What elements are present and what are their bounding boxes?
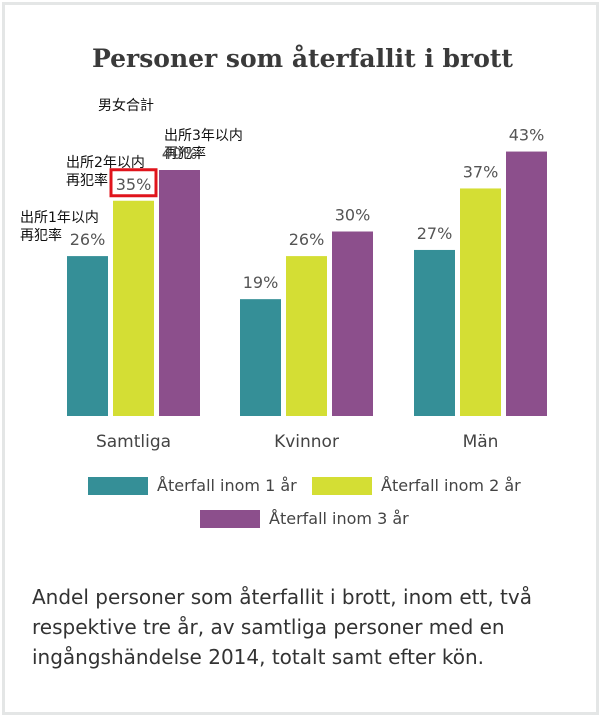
bar-value-label: 37% [463, 162, 499, 181]
figure-caption: Andel personer som återfallit i brott, i… [32, 585, 532, 669]
annotation-2yr-line1: 出所2年以内 [66, 155, 145, 171]
bar-value-label: 19% [243, 273, 279, 292]
bar-value-label: 35% [116, 175, 152, 194]
bar-samtliga-series-2 [113, 200, 154, 416]
bar-kvinnor-series-2 [286, 256, 327, 416]
bar-män-series-3 [506, 151, 547, 417]
legend-label-1: Återfall inom 1 år [157, 476, 297, 495]
bar-män-series-2 [460, 188, 501, 416]
bar-value-label: 26% [289, 230, 325, 249]
annotation-total: 男女合計 [98, 98, 154, 114]
annotation-1yr-line1: 出所1年以内 [20, 210, 99, 226]
annotation-3yr: 出所3年以内 再犯率 [164, 127, 243, 163]
bar-kvinnor-series-3 [332, 231, 373, 416]
legend-label-3: Återfall inom 3 år [269, 509, 409, 528]
bar-value-label: 26% [70, 230, 106, 249]
legend-swatch-2 [312, 477, 372, 495]
category-label: Samtliga [96, 432, 171, 452]
bar-value-label: 43% [509, 126, 545, 145]
bar-samtliga-series-1 [67, 256, 108, 416]
annotation-3yr-line1: 出所3年以内 [164, 128, 243, 144]
category-label: Män [463, 432, 499, 452]
legend-label-2: Återfall inom 2 år [381, 476, 521, 495]
bar-value-label: 30% [335, 206, 371, 225]
category-label: Kvinnor [274, 432, 339, 452]
legend-swatch-1 [88, 477, 148, 495]
bar-value-label: 27% [417, 224, 453, 243]
bar-män-series-1 [414, 249, 455, 416]
annotation-1yr-line2: 再犯率 [20, 228, 62, 244]
highlight-box [109, 168, 158, 198]
annotation-2yr-line2: 再犯率 [66, 173, 108, 189]
bar-value-label: 40% [162, 144, 198, 163]
chart-title: Personer som återfallit i brott [92, 44, 513, 73]
bar-samtliga-series-3 [159, 170, 200, 416]
annotation-3yr-line2: 再犯率 [164, 146, 206, 162]
annotation-2yr: 出所2年以内 再犯率 [66, 154, 145, 190]
bar-kvinnor-series-1 [240, 299, 281, 416]
annotation-1yr: 出所1年以内 再犯率 [20, 209, 99, 245]
legend-swatch-3 [200, 510, 260, 528]
